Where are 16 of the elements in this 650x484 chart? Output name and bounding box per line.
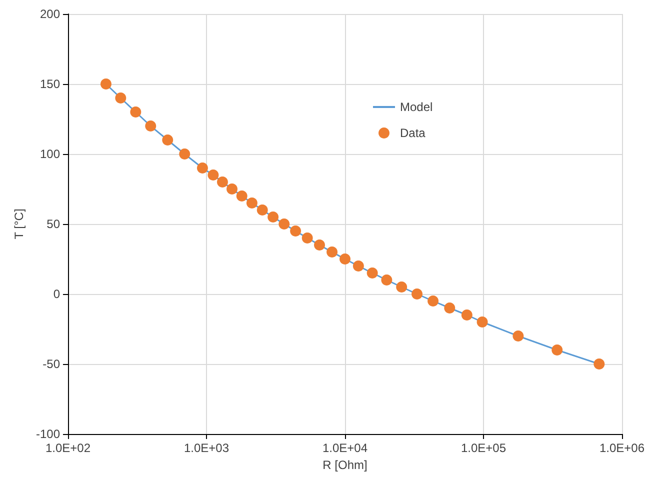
x-tick-label: 1.0E+05 — [460, 441, 506, 455]
x-tick-label: 1.0E+06 — [599, 441, 645, 455]
x-tick-label: 1.0E+03 — [184, 441, 230, 455]
y-tick-label: -50 — [42, 357, 60, 371]
y-axis-title: T [°C] — [12, 208, 26, 240]
y-tick-label: 150 — [40, 77, 60, 91]
x-tick-label: 1.0E+02 — [45, 441, 91, 455]
legend-label: Data — [400, 126, 426, 140]
x-tick-label: 1.0E+04 — [322, 441, 368, 455]
y-tick-label: 0 — [53, 287, 60, 301]
y-tick-label: -100 — [36, 427, 60, 441]
y-tick-label: 200 — [40, 7, 60, 21]
y-tick-label: 50 — [46, 217, 60, 231]
x-axis-title: R [Ohm] — [322, 458, 368, 472]
legend-label: Model — [400, 100, 433, 114]
y-tick-label: 100 — [40, 147, 60, 161]
